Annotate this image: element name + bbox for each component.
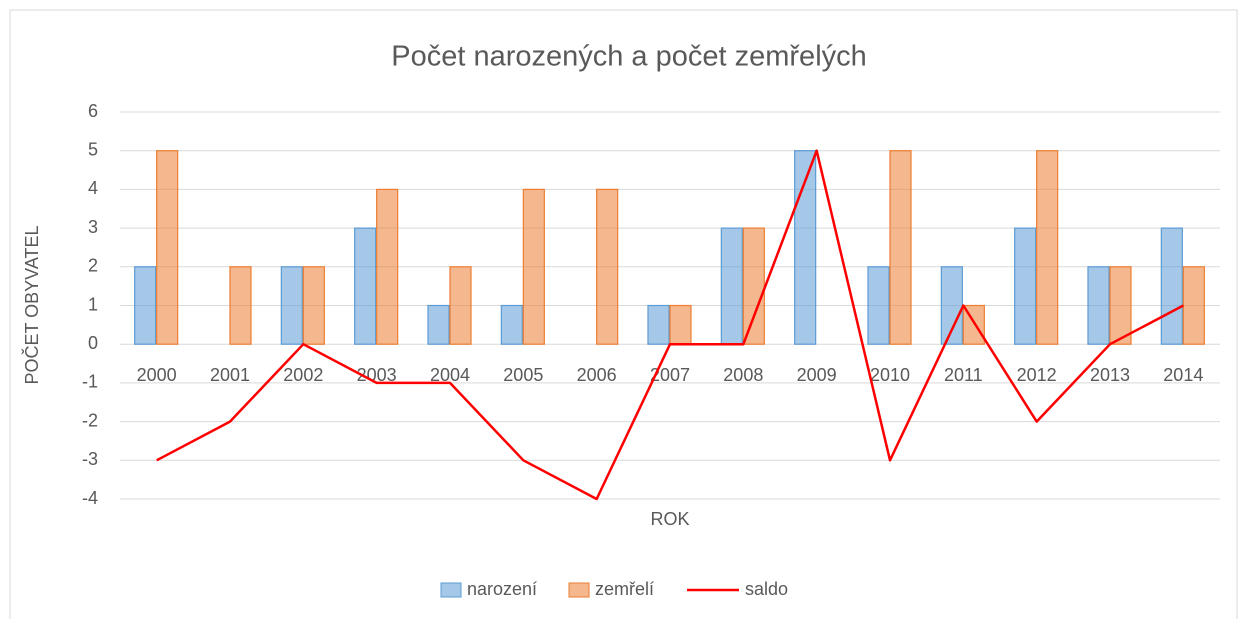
y-tick-label: -2 bbox=[82, 410, 98, 430]
bar bbox=[889, 150, 912, 345]
bar bbox=[354, 227, 377, 345]
legend-swatch bbox=[440, 582, 462, 598]
legend-label: narození bbox=[467, 579, 537, 599]
y-tick-label: 1 bbox=[88, 294, 98, 314]
bar bbox=[522, 188, 545, 345]
y-tick-label: 0 bbox=[88, 333, 98, 353]
bar bbox=[1160, 227, 1183, 345]
x-tick-label: 2003 bbox=[357, 365, 397, 385]
x-tick-label: 2008 bbox=[723, 365, 763, 385]
legend-swatch bbox=[568, 582, 590, 598]
x-tick-label: 2002 bbox=[283, 365, 323, 385]
bar bbox=[280, 266, 303, 345]
x-tick-label: 2010 bbox=[870, 365, 910, 385]
bar bbox=[449, 266, 472, 345]
bar bbox=[669, 304, 692, 345]
bar bbox=[427, 304, 450, 345]
y-tick-label: -3 bbox=[82, 449, 98, 469]
bar bbox=[742, 227, 765, 345]
bar bbox=[376, 188, 399, 345]
y-axis-label: POČET OBYVATEL bbox=[21, 225, 42, 384]
y-tick-label: -4 bbox=[82, 488, 98, 508]
x-axis-label: ROK bbox=[650, 509, 689, 529]
y-tick-label: -1 bbox=[82, 372, 98, 392]
x-tick-label: 2006 bbox=[577, 365, 617, 385]
bar bbox=[1109, 266, 1132, 345]
bar bbox=[794, 150, 817, 345]
bar bbox=[1087, 266, 1110, 345]
y-tick-label: 6 bbox=[88, 101, 98, 121]
legend-label: saldo bbox=[745, 579, 788, 599]
y-tick-label: 5 bbox=[88, 139, 98, 159]
y-tick-label: 4 bbox=[88, 178, 98, 198]
x-tick-label: 2009 bbox=[797, 365, 837, 385]
x-tick-label: 2013 bbox=[1090, 365, 1130, 385]
x-tick-label: 2000 bbox=[137, 365, 177, 385]
legend-label: zemřelí bbox=[595, 579, 654, 599]
x-tick-label: 2007 bbox=[650, 365, 690, 385]
x-tick-label: 2011 bbox=[944, 365, 983, 385]
bar bbox=[1036, 150, 1059, 345]
bar bbox=[647, 304, 670, 345]
bar bbox=[229, 266, 252, 345]
bar bbox=[500, 304, 523, 345]
x-tick-label: 2014 bbox=[1163, 365, 1203, 385]
x-tick-label: 2004 bbox=[430, 365, 470, 385]
line bbox=[156, 149, 1184, 501]
y-tick-label: 3 bbox=[88, 217, 98, 237]
bar bbox=[1182, 266, 1205, 345]
bar bbox=[1014, 227, 1037, 345]
bar bbox=[134, 266, 157, 345]
bar bbox=[596, 188, 619, 345]
x-tick-label: 2012 bbox=[1017, 365, 1057, 385]
chart-title: Počet narozených a počet zemřelých bbox=[391, 41, 867, 73]
bar bbox=[302, 266, 325, 345]
x-tick-label: 2001 bbox=[210, 365, 250, 385]
bar bbox=[867, 266, 890, 345]
y-tick-label: 2 bbox=[88, 256, 98, 276]
bar bbox=[720, 227, 743, 345]
x-tick-label: 2005 bbox=[503, 365, 543, 385]
bar bbox=[156, 150, 179, 345]
